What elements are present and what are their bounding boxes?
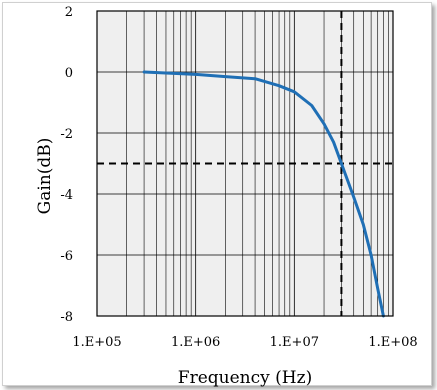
series-line	[142, 70, 385, 318]
y-tick-label: -2	[60, 127, 73, 142]
y-tick-labels: 2 0 -2 -4 -6 -8	[60, 5, 73, 325]
series-layer	[142, 70, 385, 318]
x-tick-label: 1.E+08	[368, 335, 417, 350]
y-tick-label: -6	[60, 249, 73, 264]
y-tick-label: 2	[65, 5, 73, 20]
plot-border	[96, 10, 394, 317]
reference-lines	[97, 11, 393, 316]
x-axis-label: Frequency (Hz)	[178, 368, 312, 388]
x-tick-label: 1.E+07	[270, 335, 319, 350]
y-tick-label: -4	[60, 188, 73, 203]
x-tick-labels: 1.E+05 1.E+06 1.E+07 1.E+08	[72, 335, 417, 350]
y-tick-label: 0	[65, 66, 73, 81]
y-axis-label: Gain(dB)	[35, 138, 55, 215]
x-tick-label: 1.E+05	[72, 335, 121, 350]
x-tick-label: 1.E+06	[171, 335, 220, 350]
y-tick-label: -8	[60, 310, 73, 325]
